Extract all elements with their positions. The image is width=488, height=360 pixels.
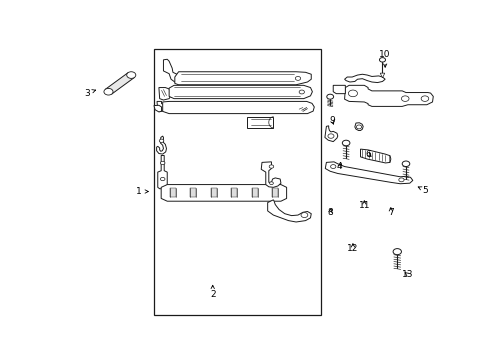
Polygon shape: [190, 188, 196, 197]
Circle shape: [160, 161, 164, 165]
Circle shape: [301, 212, 307, 217]
Circle shape: [356, 125, 361, 129]
Text: 13: 13: [401, 270, 413, 279]
Text: 3: 3: [84, 89, 95, 98]
Polygon shape: [175, 72, 311, 85]
Circle shape: [392, 249, 401, 255]
Polygon shape: [169, 188, 176, 197]
Polygon shape: [156, 136, 166, 154]
Circle shape: [401, 161, 409, 167]
Circle shape: [330, 165, 335, 168]
Circle shape: [299, 90, 304, 94]
Circle shape: [159, 139, 163, 143]
Polygon shape: [325, 162, 412, 184]
Polygon shape: [105, 73, 134, 94]
Circle shape: [326, 94, 333, 99]
Polygon shape: [344, 85, 432, 107]
Polygon shape: [210, 188, 217, 197]
Polygon shape: [267, 200, 311, 222]
Circle shape: [420, 96, 428, 102]
Polygon shape: [246, 117, 273, 128]
Circle shape: [401, 96, 408, 102]
Polygon shape: [154, 105, 161, 112]
Polygon shape: [163, 59, 180, 82]
Circle shape: [398, 178, 403, 182]
Polygon shape: [231, 188, 237, 197]
Polygon shape: [360, 149, 390, 163]
Polygon shape: [159, 87, 171, 100]
Polygon shape: [161, 185, 286, 201]
Circle shape: [327, 134, 333, 138]
Polygon shape: [157, 102, 164, 112]
Circle shape: [295, 76, 300, 80]
Polygon shape: [163, 102, 314, 114]
Circle shape: [268, 165, 273, 168]
Polygon shape: [261, 162, 280, 187]
Text: 11: 11: [358, 201, 369, 210]
Text: 4: 4: [336, 162, 342, 171]
Polygon shape: [380, 73, 384, 78]
Text: 8: 8: [326, 208, 332, 217]
Text: 2: 2: [209, 285, 215, 298]
Circle shape: [160, 177, 164, 181]
Text: 12: 12: [346, 244, 358, 253]
Text: 10: 10: [379, 50, 390, 67]
Polygon shape: [344, 74, 385, 82]
Ellipse shape: [104, 89, 113, 95]
Polygon shape: [169, 85, 312, 99]
Bar: [154, 49, 320, 315]
Text: 9: 9: [328, 116, 334, 125]
Circle shape: [269, 182, 273, 185]
Text: 6: 6: [365, 150, 370, 158]
Polygon shape: [158, 156, 167, 189]
Text: 1: 1: [136, 187, 148, 196]
Circle shape: [347, 90, 357, 97]
Polygon shape: [332, 85, 345, 94]
Circle shape: [342, 140, 349, 146]
Ellipse shape: [126, 72, 136, 78]
Polygon shape: [251, 188, 257, 197]
Text: 7: 7: [387, 208, 393, 217]
Polygon shape: [272, 188, 278, 197]
Text: 5: 5: [417, 186, 427, 195]
Circle shape: [379, 58, 385, 62]
Polygon shape: [324, 126, 337, 141]
Polygon shape: [354, 123, 363, 131]
